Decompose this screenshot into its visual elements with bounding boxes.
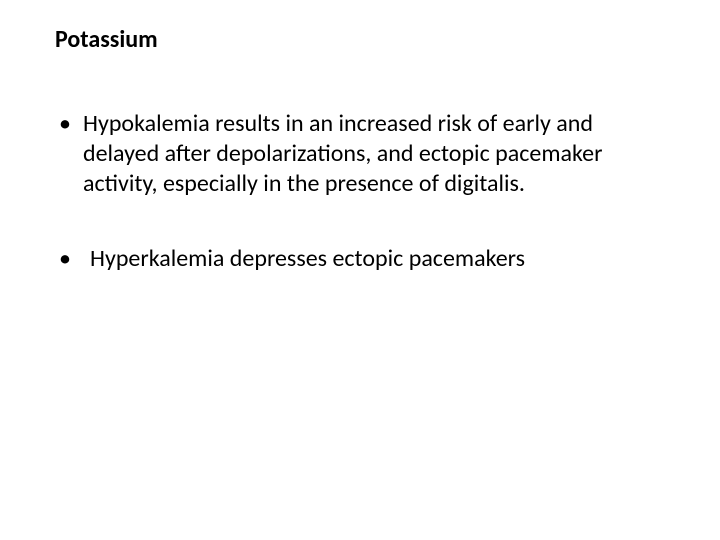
bullet-list: Hypokalemia results in an increased risk… [55, 109, 665, 274]
slide-container: Potassium Hypokalemia results in an incr… [0, 0, 720, 349]
bullet-item: Hypokalemia results in an increased risk… [55, 109, 665, 199]
slide-title: Potassium [55, 25, 665, 54]
bullet-item: Hyperkalemia depresses ectopic pacemaker… [55, 244, 665, 274]
